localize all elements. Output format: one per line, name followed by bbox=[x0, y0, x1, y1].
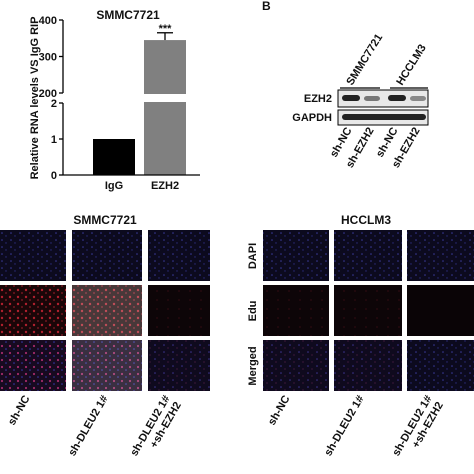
panel-b: B SMMC7721 HCCLM3 EZH2 GAPDH sh-NC sh-EZ… bbox=[262, 0, 429, 170]
y-axis-label: Relative RNA levels VS IgG RIP bbox=[29, 17, 41, 180]
micrograph bbox=[72, 285, 142, 336]
group-label: sh-NC bbox=[266, 393, 293, 427]
y-tick-label: 200 bbox=[39, 88, 57, 100]
bar bbox=[144, 40, 186, 176]
axis-break bbox=[64, 94, 204, 102]
bar bbox=[93, 139, 135, 175]
micrograph bbox=[263, 230, 329, 281]
micrograph bbox=[263, 285, 329, 336]
micrograph bbox=[407, 285, 474, 336]
micrograph bbox=[72, 230, 142, 281]
chart-title: SMMC7721 bbox=[96, 8, 160, 22]
band bbox=[388, 95, 406, 101]
group-label: sh-DLEU2 1# bbox=[322, 394, 366, 459]
cell-line-label: HCCLM3 bbox=[394, 42, 428, 87]
stain-label: Edu bbox=[247, 301, 259, 322]
micrograph bbox=[0, 285, 66, 336]
bar-chart: SMMC7721 Relative RNA levels VS IgG RIP … bbox=[29, 8, 204, 192]
micrograph bbox=[407, 230, 474, 281]
micrograph bbox=[263, 340, 329, 391]
panel-c: SMMC7721 HCCLM3 DAPI Edu Merged sh-NC sh… bbox=[0, 213, 474, 465]
group-label: sh-DLEU2 1#+sh-EZH2 bbox=[128, 394, 184, 465]
y-tick-label: 300 bbox=[39, 52, 57, 64]
micrograph bbox=[72, 340, 142, 391]
protein-label: GAPDH bbox=[292, 112, 332, 124]
micrograph bbox=[407, 340, 474, 391]
panel-label: B bbox=[262, 0, 271, 13]
micrograph bbox=[0, 230, 66, 281]
protein-label: EZH2 bbox=[304, 93, 332, 105]
stain-label: DAPI bbox=[247, 243, 259, 269]
group-label: sh-DLEU2 1#+sh-EZH2 bbox=[390, 394, 446, 465]
micrograph bbox=[148, 340, 210, 391]
cell-line-title: SMMC7721 bbox=[73, 213, 137, 227]
band bbox=[342, 114, 426, 120]
band bbox=[342, 95, 360, 101]
group-label: sh-DLEU2 1# bbox=[66, 394, 110, 459]
cell-line-label: SMMC7721 bbox=[344, 32, 385, 88]
micrograph bbox=[334, 340, 402, 391]
stain-label: Merged bbox=[247, 346, 259, 385]
micrograph bbox=[334, 285, 402, 336]
cell-line-title: HCCLM3 bbox=[341, 213, 391, 227]
significance: *** bbox=[159, 23, 173, 35]
group-label: sh-NC bbox=[6, 393, 33, 427]
micrograph bbox=[148, 285, 210, 336]
micrograph bbox=[334, 230, 402, 281]
micrograph bbox=[148, 230, 210, 281]
y-tick-label: 0 bbox=[51, 170, 57, 182]
x-tick-label: EZH2 bbox=[151, 180, 179, 192]
micrograph bbox=[0, 340, 66, 391]
y-tick-label: 1 bbox=[51, 134, 57, 146]
x-tick-label: IgG bbox=[105, 180, 123, 192]
y-tick-label: 400 bbox=[39, 15, 57, 27]
y-tick-label: 2 bbox=[51, 98, 57, 110]
band bbox=[364, 96, 380, 101]
blot bbox=[337, 89, 429, 108]
band bbox=[410, 96, 426, 101]
